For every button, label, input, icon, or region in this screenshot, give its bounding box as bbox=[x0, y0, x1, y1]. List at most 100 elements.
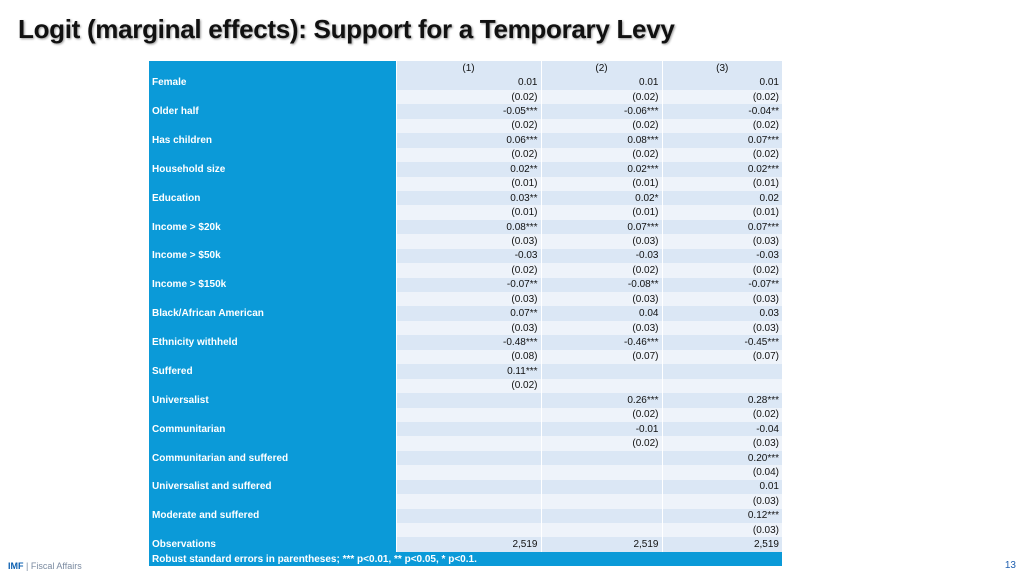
se-cell: (0.02) bbox=[661, 147, 782, 163]
label-spacer-cell bbox=[149, 378, 396, 394]
observations-row: Observations 2,519 2,519 2,519 bbox=[149, 537, 782, 552]
coef-cell: 0.01 bbox=[395, 75, 541, 90]
variable-label: Suffered bbox=[149, 364, 396, 379]
se-cell: (0.02) bbox=[661, 407, 782, 422]
coef-cell: -0.07** bbox=[661, 277, 782, 292]
coef-cell: 0.07*** bbox=[661, 133, 782, 148]
se-cell: (0.02) bbox=[395, 89, 541, 105]
se-cell bbox=[395, 436, 541, 451]
se-cell: (0.03) bbox=[395, 292, 541, 307]
se-cell: (0.03) bbox=[661, 234, 782, 249]
se-cell: (0.01) bbox=[395, 205, 541, 220]
coef-row: Older half -0.05*** -0.06*** -0.04** bbox=[149, 104, 782, 119]
coef-cell: -0.45*** bbox=[661, 335, 782, 350]
se-cell: (0.03) bbox=[661, 320, 782, 336]
footer-dept: Fiscal Affairs bbox=[30, 561, 82, 571]
coef-cell: 0.03 bbox=[661, 306, 782, 321]
coef-cell: 0.28*** bbox=[661, 393, 782, 408]
coef-cell: -0.46*** bbox=[540, 335, 662, 350]
coef-cell: -0.07** bbox=[395, 277, 541, 292]
label-spacer-cell bbox=[149, 465, 396, 480]
coef-cell: -0.06*** bbox=[540, 104, 662, 119]
coef-cell: 0.12*** bbox=[661, 508, 782, 523]
se-cell: (0.02) bbox=[661, 263, 782, 278]
se-row: (0.02) (0.02) (0.02) bbox=[149, 118, 782, 134]
se-row: (0.03) (0.03) (0.03) bbox=[149, 234, 782, 249]
coef-cell: 0.11*** bbox=[395, 364, 541, 379]
se-row: (0.02) (0.02) (0.02) bbox=[149, 263, 782, 278]
coef-cell: -0.03 bbox=[540, 248, 662, 264]
se-cell: (0.07) bbox=[540, 349, 662, 365]
coef-row: Education 0.03** 0.02* 0.02 bbox=[149, 190, 782, 206]
se-cell: (0.02) bbox=[540, 147, 662, 163]
coef-cell bbox=[540, 364, 662, 379]
se-cell: (0.03) bbox=[540, 292, 662, 307]
label-spacer-cell bbox=[149, 320, 396, 336]
se-row: (0.01) (0.01) (0.01) bbox=[149, 176, 782, 191]
label-spacer-cell bbox=[149, 176, 396, 191]
se-cell: (0.01) bbox=[661, 205, 782, 220]
table-footnote: Robust standard errors in parentheses; *… bbox=[149, 551, 782, 567]
se-cell bbox=[540, 465, 662, 480]
se-cell: (0.02) bbox=[395, 118, 541, 134]
se-cell bbox=[540, 494, 662, 509]
coef-cell: 0.07*** bbox=[661, 219, 782, 235]
coef-cell: -0.05*** bbox=[395, 104, 541, 119]
label-spacer-cell bbox=[149, 205, 396, 220]
footnote-row: Robust standard errors in parentheses; *… bbox=[149, 551, 782, 567]
column-header: (1) bbox=[395, 61, 541, 76]
se-cell: (0.03) bbox=[661, 292, 782, 307]
table-header-row: (1) (2) (3) bbox=[149, 61, 782, 76]
coef-cell bbox=[540, 450, 662, 466]
variable-label: Universalist and suffered bbox=[149, 479, 396, 495]
variable-label: Universalist bbox=[149, 393, 396, 408]
coef-row: Black/African American 0.07** 0.04 0.03 bbox=[149, 306, 782, 321]
coef-row: Communitarian -0.01 -0.04 bbox=[149, 421, 782, 437]
coef-cell: -0.04 bbox=[661, 421, 782, 437]
coef-cell: -0.04** bbox=[661, 104, 782, 119]
variable-label: Has children bbox=[149, 133, 396, 148]
coef-cell: 0.04 bbox=[540, 306, 662, 321]
page-title: Logit (marginal effects): Support for a … bbox=[18, 14, 675, 44]
label-spacer-cell bbox=[149, 407, 396, 422]
coef-row: Suffered 0.11*** bbox=[149, 364, 782, 379]
se-cell: (0.02) bbox=[395, 263, 541, 278]
se-cell: (0.08) bbox=[395, 349, 541, 365]
coef-cell: 0.26*** bbox=[540, 393, 662, 408]
se-row: (0.03) bbox=[149, 523, 782, 538]
se-cell: (0.02) bbox=[540, 407, 662, 422]
observations-cell: 2,519 bbox=[661, 537, 782, 552]
coef-cell bbox=[395, 393, 541, 408]
se-row: (0.01) (0.01) (0.01) bbox=[149, 205, 782, 220]
coef-cell bbox=[395, 479, 541, 495]
coef-cell: 0.01 bbox=[540, 75, 662, 90]
label-spacer-cell bbox=[149, 436, 396, 451]
coef-cell: 0.06*** bbox=[395, 133, 541, 148]
se-row: (0.02) (0.02) bbox=[149, 407, 782, 422]
observations-label: Observations bbox=[149, 537, 396, 552]
coef-cell bbox=[395, 421, 541, 437]
variable-label: Moderate and suffered bbox=[149, 508, 396, 523]
se-cell: (0.03) bbox=[661, 494, 782, 509]
coef-cell: -0.48*** bbox=[395, 335, 541, 350]
se-cell bbox=[395, 465, 541, 480]
se-cell: (0.01) bbox=[395, 176, 541, 191]
label-spacer-cell bbox=[149, 349, 396, 365]
coef-cell: 0.08*** bbox=[540, 133, 662, 148]
se-cell: (0.07) bbox=[661, 349, 782, 365]
label-spacer-cell bbox=[149, 263, 396, 278]
coef-cell: 0.20*** bbox=[661, 450, 782, 466]
variable-label: Household size bbox=[149, 162, 396, 177]
se-row: (0.02) (0.03) bbox=[149, 436, 782, 451]
variable-label: Black/African American bbox=[149, 306, 396, 321]
se-cell bbox=[540, 523, 662, 538]
coef-row: Moderate and suffered 0.12*** bbox=[149, 508, 782, 523]
se-cell: (0.02) bbox=[540, 263, 662, 278]
observations-cell: 2,519 bbox=[395, 537, 541, 552]
se-cell: (0.02) bbox=[540, 436, 662, 451]
se-cell: (0.02) bbox=[395, 378, 541, 394]
se-cell: (0.03) bbox=[395, 234, 541, 249]
label-spacer-cell bbox=[149, 523, 396, 538]
header-corner-cell bbox=[149, 61, 396, 76]
coef-cell: 0.01 bbox=[661, 75, 782, 90]
